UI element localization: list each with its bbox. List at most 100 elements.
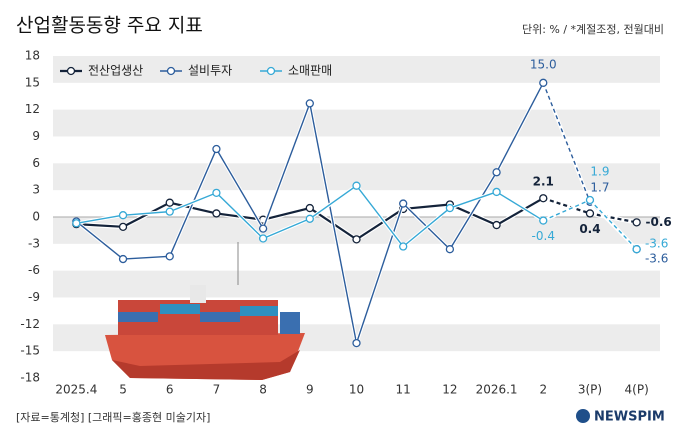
- line-segment: [309, 185, 357, 220]
- legend-label: 전산업생산: [88, 64, 143, 78]
- line-segment: [262, 103, 311, 229]
- data-label: -3.6: [645, 252, 668, 266]
- data-point: [165, 198, 174, 207]
- line-segment: [589, 212, 637, 224]
- grid-band: [53, 270, 660, 298]
- plot: 2.1 0.4 -0.6 전산업생산 15.0 1.7 -3.6 설비투자 -0.4 1.9 -3.…: [60, 57, 672, 348]
- grid-band: [53, 109, 660, 137]
- y-tick-label: 18: [25, 49, 40, 63]
- data-point: [212, 144, 221, 154]
- line-segment: [403, 203, 450, 211]
- x-tick-label: 2026.1: [476, 383, 518, 397]
- data-point: [632, 218, 641, 227]
- y-tick-label: -15: [20, 344, 40, 358]
- y-tick-label: 12: [25, 102, 40, 116]
- x-tick-label: 9: [306, 383, 314, 397]
- source: [자료=통계청] [그래픽=홍종현 미술기자]: [16, 410, 210, 424]
- line-segment: [449, 171, 498, 250]
- x-tick-label: 2025.4: [55, 383, 97, 397]
- x-tick-label: 12: [442, 383, 457, 397]
- y-tick-label: -6: [28, 263, 40, 277]
- x-tick-label: 5: [119, 383, 127, 397]
- line-segment: [495, 82, 544, 173]
- line-segment: [449, 203, 498, 227]
- data-label: 1.9: [590, 165, 609, 179]
- line-segment: [355, 185, 404, 247]
- chart-subtitle: 단위: % / *계절조정, 전월대비: [522, 23, 664, 36]
- data-point: [352, 235, 361, 244]
- data-label: -3.6: [645, 237, 668, 251]
- line-segment: [449, 191, 497, 209]
- data-point: [72, 219, 81, 228]
- data-point: [492, 168, 501, 177]
- line-segment: [496, 191, 544, 222]
- y-tick-label: 3: [32, 183, 40, 197]
- y-tick-label: 9: [32, 129, 40, 143]
- line-segment: [75, 220, 124, 260]
- data-point: [305, 214, 314, 223]
- data-point: [585, 195, 595, 205]
- data-point: [212, 209, 221, 218]
- data-point: [118, 222, 128, 231]
- y-tick-label: -18: [20, 371, 40, 385]
- data-point: [165, 252, 174, 261]
- data-label: 1.7: [590, 180, 609, 194]
- line-segment: [496, 197, 544, 227]
- line-segment: [215, 148, 264, 229]
- y-tick-label: -3: [28, 236, 40, 250]
- line-segment: [542, 199, 591, 222]
- x-tick-label: 8: [259, 383, 267, 397]
- data-point: [305, 99, 314, 108]
- data-point: [352, 181, 361, 190]
- x-tick-label: 11: [396, 383, 411, 397]
- data-point: [305, 203, 314, 213]
- legend-marker: [266, 66, 276, 76]
- line-segment: [309, 103, 358, 344]
- line-segment: [355, 208, 404, 241]
- line-segment: [402, 207, 451, 248]
- line-segment: [169, 201, 217, 215]
- y-tick-label: 15: [25, 75, 40, 89]
- data-label: 15.0: [530, 57, 557, 71]
- data-point: [399, 199, 408, 208]
- legend-label: 설비투자: [188, 64, 232, 78]
- data-point: [258, 234, 268, 243]
- data-point: [118, 211, 128, 220]
- data-point: [539, 194, 548, 203]
- data-point: [585, 209, 595, 218]
- line-segment: [542, 197, 591, 215]
- logo: NEWSPIM: [594, 410, 665, 425]
- data-point: [539, 216, 548, 225]
- line-segment: [76, 223, 124, 228]
- data-point: [212, 188, 221, 198]
- legend-marker: [166, 66, 176, 76]
- line-segment: [122, 210, 170, 216]
- data-point: [539, 78, 548, 87]
- y-tick-label: -9: [28, 290, 40, 304]
- logo-icon: [576, 409, 590, 423]
- x-tick-label: 7: [213, 383, 221, 397]
- data-label: -0.4: [532, 229, 555, 243]
- line-segment: [262, 218, 311, 240]
- line-segment: [215, 192, 264, 239]
- y-tick-label: 0: [32, 210, 40, 224]
- data-label: -0.6: [646, 215, 672, 229]
- x-tick-label: 6: [166, 383, 174, 397]
- line-segment: [589, 199, 638, 250]
- line-segment: [76, 214, 124, 224]
- data-point: [632, 245, 641, 254]
- legend-marker: [66, 66, 76, 76]
- data-point: [258, 224, 268, 233]
- grid-band: [53, 56, 660, 83]
- x-tick-label: 10: [349, 383, 364, 397]
- data-point: [352, 338, 361, 348]
- data-point: [492, 187, 501, 197]
- chart-title: 산업활동동향 주요 지표: [16, 15, 203, 37]
- data-point: [445, 245, 455, 254]
- data-label: 2.1: [533, 175, 554, 189]
- legend-label: 소매판매: [288, 64, 332, 78]
- data-point: [399, 242, 408, 251]
- x-tick-label: 4(P): [625, 383, 649, 397]
- line-segment: [542, 82, 591, 203]
